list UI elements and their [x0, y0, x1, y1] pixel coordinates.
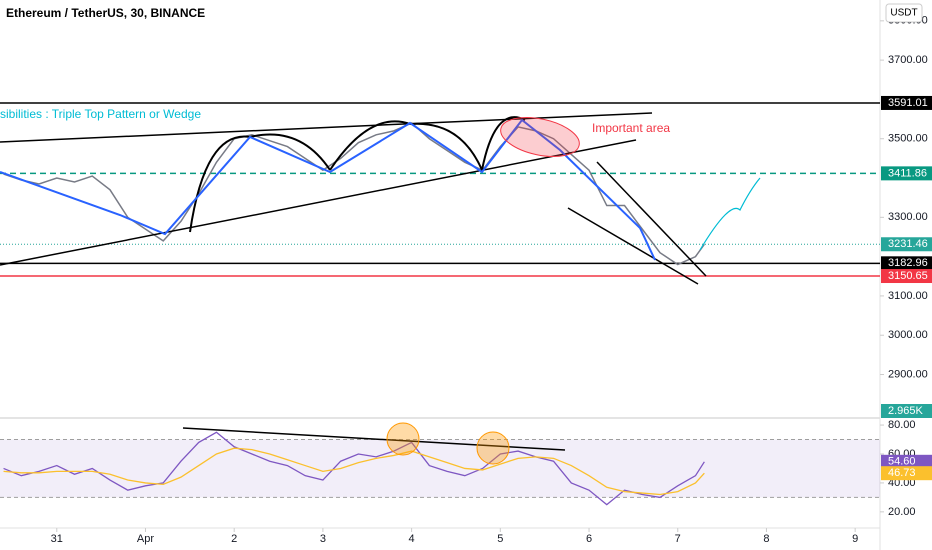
volume-label: 2.965K [888, 405, 924, 417]
y-tick-label: 3300.00 [888, 211, 928, 223]
y-tick-label: 20.00 [888, 506, 916, 518]
x-tick-label: 4 [409, 533, 415, 545]
rsi-trendline [182, 427, 566, 451]
projection-arrow [699, 177, 761, 251]
trendline [0, 112, 653, 143]
price-tag [881, 166, 932, 181]
drawings [0, 112, 761, 465]
price-tag-label: 3411.86 [888, 167, 927, 179]
price-tag-label: 3231.46 [888, 238, 928, 250]
price-tag-label: 54.60 [888, 456, 916, 468]
y-tick-label: 2900.00 [888, 368, 928, 380]
pattern-note: sibilities : Triple Top Pattern or Wedge [0, 107, 201, 121]
price-tag [881, 454, 932, 469]
y-tick-label: 3100.00 [888, 290, 928, 302]
series-line [3, 431, 705, 506]
trendline [596, 161, 707, 277]
price-tag-label: 3182.96 [888, 257, 928, 269]
price-tag-label: 46.73 [888, 467, 916, 479]
price-tag [881, 466, 932, 481]
series-line [3, 447, 705, 496]
arc-drawing [189, 116, 526, 233]
y-tick-label: 3000.00 [888, 329, 928, 341]
price-tag [881, 269, 932, 284]
area-note: Important area [592, 121, 670, 135]
x-tick-label: 5 [497, 533, 503, 545]
trendline [567, 207, 699, 285]
y-tick-label: 3500.00 [888, 133, 928, 145]
x-tick-label: 3 [320, 533, 326, 545]
price-tag-label: 3591.01 [888, 97, 928, 109]
x-tick-label: 6 [586, 533, 592, 545]
price-tag [881, 256, 932, 271]
currency-box [885, 3, 923, 23]
volume-tag [881, 404, 932, 418]
trendline [0, 139, 637, 266]
price-tag [881, 95, 932, 110]
highlight-circle [386, 422, 420, 456]
x-tick-label: 2 [231, 533, 237, 545]
price-tag-label: 3150.65 [888, 270, 928, 282]
highlight-circle [476, 431, 510, 465]
x-tick-label: 9 [852, 533, 858, 545]
symbol-title: Ethereum / TetherUS, 30, BINANCE [6, 6, 205, 20]
x-tick-label: 8 [763, 533, 769, 545]
y-tick-label: 3700.00 [888, 54, 928, 66]
zigzag [0, 118, 656, 261]
x-tick-label: Apr [137, 533, 154, 545]
x-tick-label: 31 [51, 533, 63, 545]
highlight-ellipse [500, 117, 580, 157]
y-tick-label: 80.00 [888, 419, 916, 431]
currency: USDT [890, 8, 917, 19]
series-line [3, 122, 705, 266]
x-tick-label: 7 [675, 533, 681, 545]
price-tag [881, 237, 932, 252]
